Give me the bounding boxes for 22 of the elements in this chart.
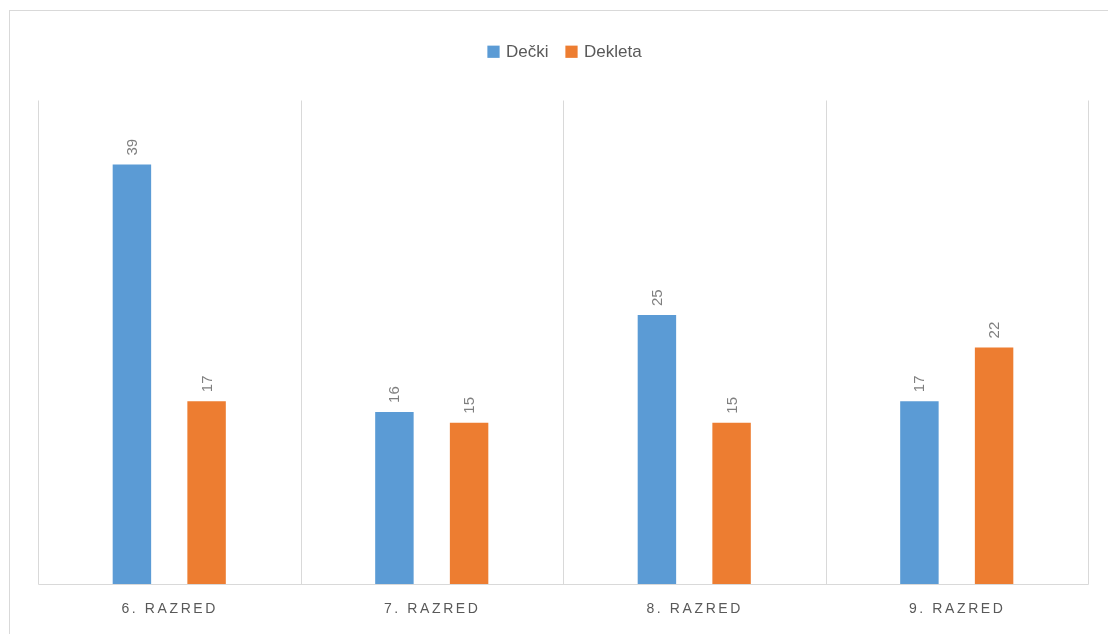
bar [900,401,939,584]
data-label: 39 [122,138,140,156]
x-tick-label: 7. RAZRED [383,599,481,616]
x-tick-label: 9. RAZRED [908,599,1006,616]
bar [187,401,226,584]
bar [375,411,414,584]
x-tick-label: 6. RAZRED [121,599,219,616]
data-label: 17 [910,375,928,393]
bar [112,164,152,584]
x-tick-label: 8. RAZRED [646,599,744,616]
data-label: 15 [722,396,740,414]
data-label: 15 [460,396,478,414]
data-label: 16 [385,386,403,403]
bar [974,347,1014,584]
data-label: 25 [647,289,665,307]
bar [449,422,489,584]
bar [712,422,751,584]
data-label: 22 [985,321,1003,339]
legend-label: Dečki [506,41,549,61]
bar [637,315,677,584]
legend-label: Dekleta [584,41,643,61]
data-label: 17 [197,375,215,393]
